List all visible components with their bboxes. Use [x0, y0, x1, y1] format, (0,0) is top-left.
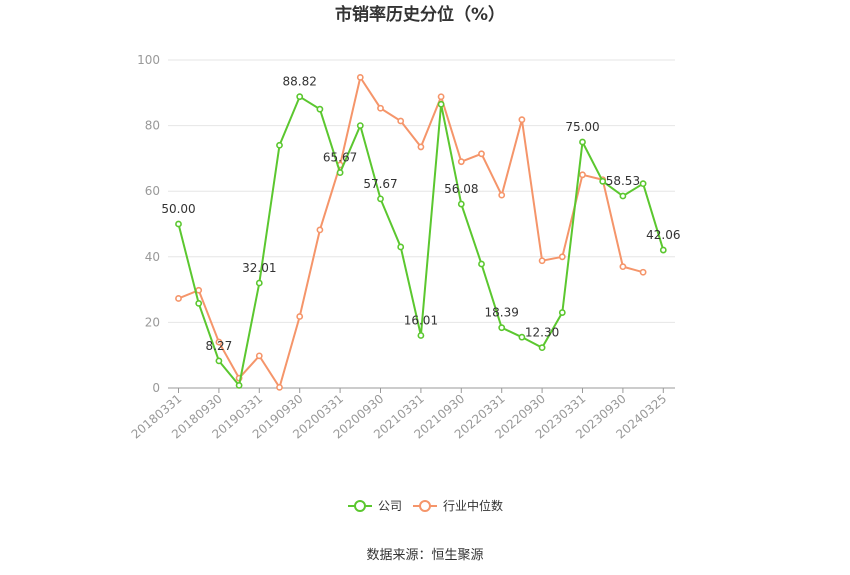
data-point[interactable]	[639, 268, 647, 276]
data-point[interactable]	[579, 138, 586, 146]
data-point[interactable]	[478, 150, 485, 158]
y-tick-label: 0	[152, 381, 160, 395]
data-labels: 50.00 8.27 32.01 88.82 65.67 57.67 16.01 56.08 1…	[161, 75, 680, 353]
data-point[interactable]	[639, 180, 647, 188]
series-layer	[175, 73, 667, 391]
data-point[interactable]	[235, 381, 243, 389]
data-point[interactable]	[417, 143, 425, 151]
data-source: 数据来源：恒生聚源	[366, 548, 483, 563]
data-point[interactable]	[397, 243, 405, 251]
data-label: 8.27	[206, 339, 233, 353]
y-tick-label: 20	[145, 315, 160, 329]
data-point[interactable]	[478, 260, 485, 268]
data-point[interactable]	[175, 220, 182, 228]
data-point[interactable]	[498, 324, 506, 332]
data-label: 58.53	[606, 174, 640, 188]
data-point[interactable]	[276, 383, 283, 391]
data-point[interactable]	[255, 279, 263, 287]
data-label: 88.82	[283, 75, 317, 89]
data-point[interactable]	[619, 263, 627, 271]
data-point[interactable]	[579, 171, 586, 179]
data-point[interactable]	[619, 192, 627, 200]
data-point[interactable]	[457, 200, 465, 208]
grid	[168, 59, 675, 323]
data-point[interactable]	[296, 313, 304, 320]
data-point[interactable]	[397, 117, 405, 125]
data-point[interactable]	[457, 158, 465, 166]
series-line	[177, 95, 665, 388]
data-label: 56.08	[444, 182, 478, 196]
data-point[interactable]	[377, 195, 384, 203]
data-point[interactable]	[659, 246, 667, 254]
data-point[interactable]	[498, 191, 506, 199]
data-label: 32.01	[242, 261, 276, 275]
data-point[interactable]	[599, 177, 607, 185]
legend-industry-label: 行业中位数	[443, 498, 503, 513]
data-label: 42.06	[646, 228, 680, 242]
data-point[interactable]	[518, 333, 526, 341]
series-line	[178, 74, 644, 390]
y-tick-label: 100	[137, 53, 160, 67]
data-label: 16.01	[404, 313, 438, 327]
data-point[interactable]	[437, 100, 445, 108]
data-point[interactable]	[356, 73, 364, 81]
data-label: 12.30	[525, 326, 559, 340]
legend-industry-marker	[419, 500, 431, 512]
data-point[interactable]	[518, 116, 526, 124]
data-label: 18.39	[485, 306, 519, 320]
data-point[interactable]	[558, 253, 566, 261]
data-point[interactable]	[437, 93, 445, 101]
y-tick-label: 80	[145, 119, 160, 133]
data-label: 50.00	[161, 202, 195, 216]
legend: 公司 行业中位数	[348, 498, 503, 513]
data-point[interactable]	[377, 104, 384, 112]
data-point[interactable]	[538, 257, 546, 265]
data-point[interactable]	[296, 93, 304, 101]
legend-item-industry-median[interactable]: 行业中位数	[413, 498, 503, 513]
data-point[interactable]	[336, 169, 344, 177]
data-point[interactable]	[417, 332, 425, 339]
y-axis: 0 20 40 60 80 100	[137, 53, 160, 395]
legend-company-marker	[354, 500, 366, 512]
data-label: 57.67	[363, 177, 397, 191]
data-point[interactable]	[175, 295, 182, 302]
x-axis: 2018033120180930201903312019093020200331…	[129, 388, 669, 442]
data-point[interactable]	[558, 309, 566, 316]
data-label: 75.00	[565, 120, 599, 134]
data-point[interactable]	[276, 141, 283, 149]
data-point[interactable]	[215, 338, 223, 346]
data-point[interactable]	[538, 344, 546, 352]
series-company	[175, 93, 667, 389]
data-point[interactable]	[195, 299, 203, 307]
data-label: 65.67	[323, 151, 357, 165]
legend-item-company[interactable]: 公司	[348, 499, 402, 513]
data-point[interactable]	[316, 105, 324, 113]
y-tick-label: 40	[145, 250, 160, 264]
data-point[interactable]	[195, 286, 203, 294]
data-point[interactable]	[316, 226, 324, 234]
data-point[interactable]	[356, 122, 364, 129]
legend-company-label: 公司	[378, 499, 402, 513]
data-point[interactable]	[255, 352, 263, 360]
data-point[interactable]	[215, 357, 223, 365]
chart-title: 市销率历史分位（%）	[335, 4, 505, 25]
y-tick-label: 60	[145, 184, 160, 198]
